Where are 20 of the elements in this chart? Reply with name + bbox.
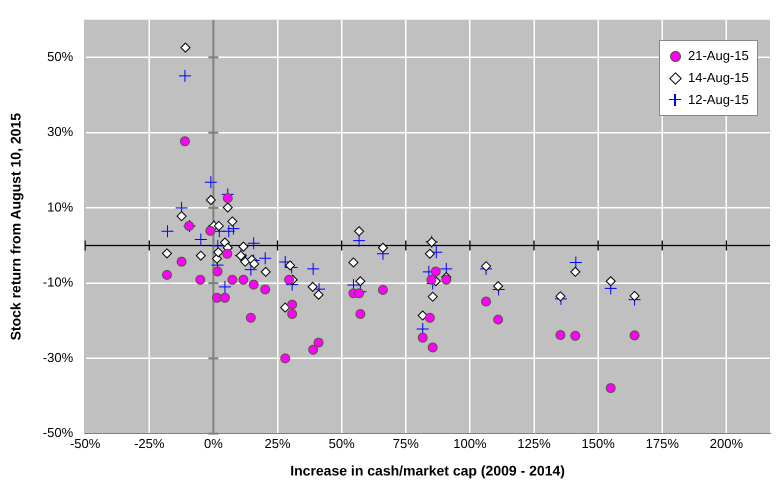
x-axis-title: Increase in cash/market cap (2009 - 2014) <box>290 462 565 478</box>
x-tick-label: 125% <box>517 436 552 451</box>
x-tick-label: 50% <box>328 436 356 451</box>
x-tick-label: 150% <box>582 436 616 451</box>
x-tick-label: 200% <box>710 436 744 451</box>
y-tick-label: 30% <box>47 124 74 140</box>
legend-label: 12-Aug-15 <box>688 92 749 108</box>
x-tick-label: 175% <box>646 436 680 451</box>
legend-label: 21-Aug-15 <box>688 48 749 64</box>
y-tick-label: 50% <box>47 48 74 64</box>
y-tick-label: -10% <box>42 274 74 290</box>
x-tick-label: -25% <box>134 436 165 451</box>
x-tick-label: 0% <box>204 436 224 451</box>
legend-label: 14-Aug-15 <box>688 70 749 86</box>
y-axis-title: Stock return from August 10, 2015 <box>7 112 24 340</box>
y-tick-label: -30% <box>42 350 74 365</box>
y-tick-label: 10% <box>47 199 74 214</box>
x-tick-label: 100% <box>453 436 487 451</box>
x-tick-label: 25% <box>264 436 291 451</box>
x-tick-label: 75% <box>392 436 420 451</box>
